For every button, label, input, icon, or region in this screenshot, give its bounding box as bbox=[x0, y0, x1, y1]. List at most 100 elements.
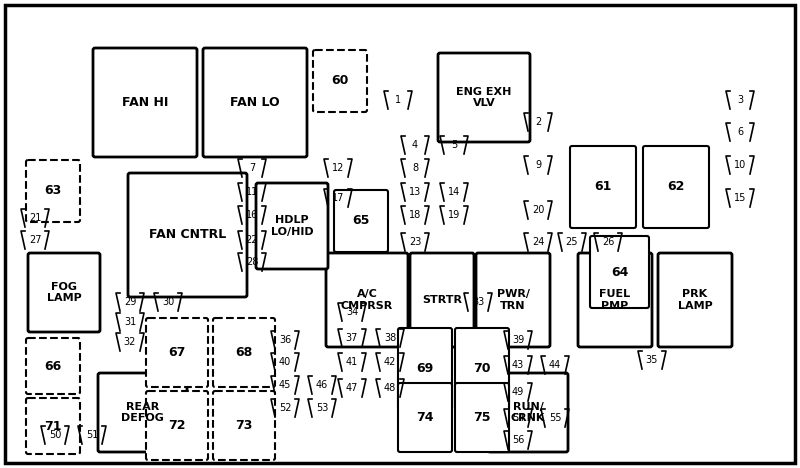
FancyBboxPatch shape bbox=[146, 318, 208, 387]
Text: 6: 6 bbox=[737, 127, 743, 137]
Text: 27: 27 bbox=[29, 235, 42, 245]
Text: 55: 55 bbox=[549, 413, 562, 423]
Text: 5: 5 bbox=[451, 140, 457, 150]
FancyBboxPatch shape bbox=[398, 383, 452, 452]
Text: 20: 20 bbox=[532, 205, 544, 215]
FancyBboxPatch shape bbox=[578, 253, 652, 347]
Text: 70: 70 bbox=[474, 363, 490, 375]
Text: 33: 33 bbox=[472, 297, 484, 307]
Text: 65: 65 bbox=[352, 214, 370, 227]
Text: 39: 39 bbox=[512, 335, 524, 345]
Text: 72: 72 bbox=[168, 419, 186, 432]
Text: 24: 24 bbox=[532, 237, 544, 247]
Text: 16: 16 bbox=[246, 210, 258, 220]
Text: 60: 60 bbox=[331, 74, 349, 88]
FancyBboxPatch shape bbox=[26, 398, 80, 454]
Text: 18: 18 bbox=[409, 210, 421, 220]
Text: 22: 22 bbox=[246, 235, 258, 245]
Text: 53: 53 bbox=[316, 403, 328, 413]
Text: 23: 23 bbox=[409, 237, 421, 247]
Text: 2: 2 bbox=[535, 117, 541, 127]
Text: FUEL
PMP: FUEL PMP bbox=[599, 289, 630, 311]
Text: 41: 41 bbox=[346, 357, 358, 367]
Text: 46: 46 bbox=[316, 380, 328, 390]
Text: PRK
LAMP: PRK LAMP bbox=[678, 289, 712, 311]
Text: 7: 7 bbox=[249, 163, 255, 173]
Text: 14: 14 bbox=[448, 187, 460, 197]
Text: 74: 74 bbox=[416, 411, 434, 424]
Text: 62: 62 bbox=[667, 181, 685, 193]
FancyBboxPatch shape bbox=[590, 236, 649, 308]
Text: 50: 50 bbox=[49, 430, 61, 440]
FancyBboxPatch shape bbox=[455, 328, 509, 410]
FancyBboxPatch shape bbox=[26, 160, 80, 222]
Text: 54: 54 bbox=[512, 413, 524, 423]
Text: ENG EXH
VLV: ENG EXH VLV bbox=[456, 87, 512, 108]
Text: 32: 32 bbox=[124, 337, 136, 347]
Text: 56: 56 bbox=[512, 435, 524, 445]
FancyBboxPatch shape bbox=[28, 253, 100, 332]
Text: 37: 37 bbox=[346, 333, 358, 343]
FancyBboxPatch shape bbox=[643, 146, 709, 228]
Text: 64: 64 bbox=[611, 265, 628, 278]
FancyBboxPatch shape bbox=[213, 318, 275, 387]
Text: 21: 21 bbox=[29, 213, 41, 223]
FancyBboxPatch shape bbox=[93, 48, 197, 157]
Text: 51: 51 bbox=[86, 430, 98, 440]
Text: PWR/
TRN: PWR/ TRN bbox=[497, 289, 530, 311]
Text: 31: 31 bbox=[124, 317, 136, 327]
FancyBboxPatch shape bbox=[326, 253, 408, 347]
FancyBboxPatch shape bbox=[313, 50, 367, 112]
Text: 12: 12 bbox=[332, 163, 344, 173]
Text: 69: 69 bbox=[416, 363, 434, 375]
Text: 36: 36 bbox=[279, 335, 291, 345]
Text: REAR
DEFOG: REAR DEFOG bbox=[121, 402, 164, 423]
FancyBboxPatch shape bbox=[334, 190, 388, 252]
Text: 29: 29 bbox=[124, 297, 136, 307]
Text: 19: 19 bbox=[448, 210, 460, 220]
Text: 68: 68 bbox=[235, 346, 253, 359]
FancyBboxPatch shape bbox=[203, 48, 307, 157]
FancyBboxPatch shape bbox=[26, 338, 80, 394]
Text: 61: 61 bbox=[594, 181, 612, 193]
FancyBboxPatch shape bbox=[146, 391, 208, 460]
Text: FAN HI: FAN HI bbox=[122, 96, 168, 109]
Text: RUN/
CRNK: RUN/ CRNK bbox=[511, 402, 545, 423]
Text: 38: 38 bbox=[384, 333, 396, 343]
Text: 13: 13 bbox=[409, 187, 421, 197]
Text: HDLP
LO/HID: HDLP LO/HID bbox=[270, 215, 314, 237]
Text: 47: 47 bbox=[346, 383, 358, 393]
FancyBboxPatch shape bbox=[488, 373, 568, 452]
Text: 45: 45 bbox=[279, 380, 291, 390]
Text: 34: 34 bbox=[346, 307, 358, 317]
FancyBboxPatch shape bbox=[256, 183, 328, 269]
Text: 10: 10 bbox=[734, 160, 746, 170]
FancyBboxPatch shape bbox=[98, 373, 187, 452]
Text: FAN CNTRL: FAN CNTRL bbox=[149, 228, 226, 241]
Text: 73: 73 bbox=[235, 419, 253, 432]
Text: FAN LO: FAN LO bbox=[230, 96, 280, 109]
Text: 49: 49 bbox=[512, 387, 524, 397]
Text: 15: 15 bbox=[734, 193, 746, 203]
Text: 17: 17 bbox=[332, 193, 344, 203]
FancyBboxPatch shape bbox=[398, 328, 452, 410]
FancyBboxPatch shape bbox=[410, 253, 474, 347]
Text: 26: 26 bbox=[602, 237, 614, 247]
Text: A/C
CMPRSR: A/C CMPRSR bbox=[341, 289, 393, 311]
Text: 4: 4 bbox=[412, 140, 418, 150]
Text: 71: 71 bbox=[44, 419, 62, 432]
Text: 44: 44 bbox=[549, 360, 561, 370]
Text: 40: 40 bbox=[279, 357, 291, 367]
Text: 8: 8 bbox=[412, 163, 418, 173]
FancyBboxPatch shape bbox=[438, 53, 530, 142]
Text: 28: 28 bbox=[246, 257, 258, 267]
Text: 30: 30 bbox=[162, 297, 174, 307]
Text: 43: 43 bbox=[512, 360, 524, 370]
FancyBboxPatch shape bbox=[658, 253, 732, 347]
FancyBboxPatch shape bbox=[128, 173, 247, 297]
Text: 42: 42 bbox=[384, 357, 396, 367]
FancyBboxPatch shape bbox=[455, 383, 509, 452]
Text: STRTR: STRTR bbox=[422, 295, 462, 305]
Text: 9: 9 bbox=[535, 160, 541, 170]
Text: 11: 11 bbox=[246, 187, 258, 197]
